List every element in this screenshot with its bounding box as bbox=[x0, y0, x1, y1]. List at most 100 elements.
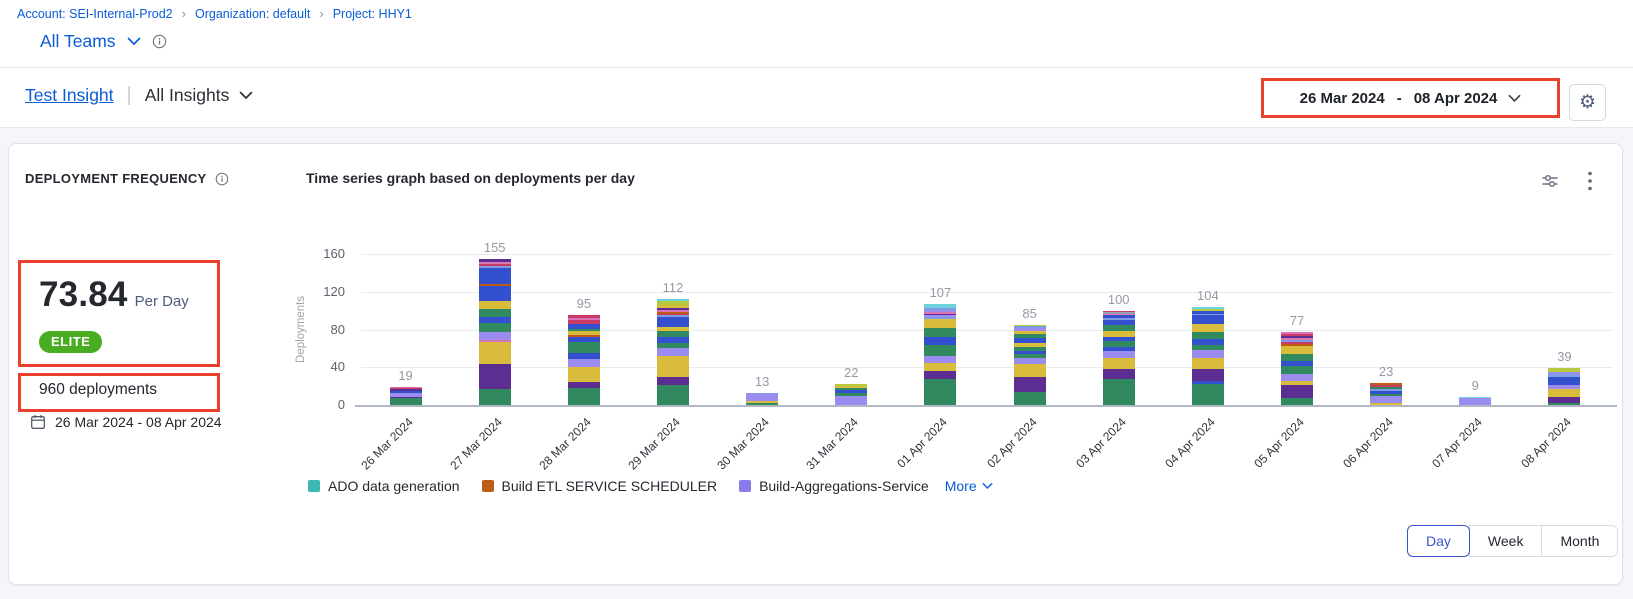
bar-segment[interactable] bbox=[1102, 369, 1135, 379]
bar-segment[interactable] bbox=[1102, 311, 1135, 314]
bar-segment[interactable] bbox=[924, 378, 957, 405]
bar-segment[interactable] bbox=[567, 367, 600, 383]
bar-segment[interactable] bbox=[567, 320, 600, 324]
bar-segment[interactable] bbox=[657, 313, 689, 316]
bar-segment[interactable] bbox=[1013, 363, 1046, 377]
bar-segment[interactable] bbox=[1281, 338, 1313, 340]
bar-segment[interactable] bbox=[657, 301, 689, 306]
bar-segment[interactable] bbox=[1102, 324, 1135, 331]
bar-segment[interactable] bbox=[657, 299, 689, 302]
bar-segment[interactable] bbox=[1548, 388, 1581, 397]
chevron-down-icon[interactable] bbox=[127, 37, 141, 46]
bar-segment[interactable] bbox=[924, 363, 957, 372]
bar-segment[interactable] bbox=[657, 307, 689, 310]
bar-segment[interactable] bbox=[1281, 336, 1313, 339]
bar-segment[interactable] bbox=[567, 382, 600, 389]
legend-more-link[interactable]: More bbox=[945, 478, 993, 494]
bar-segment[interactable] bbox=[1281, 398, 1313, 405]
bar-stack[interactable] bbox=[1548, 368, 1581, 405]
bar-segment[interactable] bbox=[478, 332, 511, 340]
bar-segment[interactable] bbox=[478, 308, 511, 318]
bar-segment[interactable] bbox=[924, 315, 957, 318]
bar-segment[interactable] bbox=[924, 309, 957, 312]
bar-segment[interactable] bbox=[1191, 313, 1224, 316]
bar-segment[interactable] bbox=[567, 328, 600, 332]
bar-segment[interactable] bbox=[657, 342, 689, 349]
bar-segment[interactable] bbox=[389, 389, 422, 391]
bar-segment[interactable] bbox=[1013, 342, 1046, 348]
bar-segment[interactable] bbox=[1370, 389, 1403, 391]
bar-stack[interactable] bbox=[1281, 332, 1313, 405]
bar-segment[interactable] bbox=[389, 388, 422, 390]
bar-segment[interactable] bbox=[1191, 369, 1224, 382]
bar-segment[interactable] bbox=[567, 337, 600, 342]
bar-segment[interactable] bbox=[1370, 403, 1403, 405]
bar-segment[interactable] bbox=[657, 348, 689, 356]
bar-segment[interactable] bbox=[567, 358, 600, 368]
bar-segment[interactable] bbox=[657, 315, 689, 318]
info-icon[interactable] bbox=[152, 34, 167, 49]
bar-segment[interactable] bbox=[1102, 351, 1135, 358]
date-range-selector[interactable]: 26 Mar 2024 - 08 Apr 2024 bbox=[1261, 78, 1560, 118]
bar-stack[interactable] bbox=[746, 392, 779, 405]
bar-segment[interactable] bbox=[1548, 385, 1581, 389]
bar-segment[interactable] bbox=[924, 355, 957, 364]
breadcrumb-account-link[interactable]: Account: SEI-Internal-Prod2 bbox=[17, 7, 173, 21]
bar-segment[interactable] bbox=[1191, 332, 1224, 339]
bar-segment[interactable] bbox=[1013, 351, 1046, 355]
bar-segment[interactable] bbox=[1191, 350, 1224, 358]
bar-segment[interactable] bbox=[1281, 354, 1313, 361]
bar-segment[interactable] bbox=[1102, 337, 1135, 341]
bar-segment[interactable] bbox=[657, 309, 689, 312]
bar-segment[interactable] bbox=[478, 286, 511, 302]
bar-segment[interactable] bbox=[657, 305, 689, 308]
bar-segment[interactable] bbox=[1281, 366, 1313, 374]
bar-segment[interactable] bbox=[924, 311, 957, 314]
bar-segment[interactable] bbox=[567, 335, 600, 338]
bar-segment[interactable] bbox=[1191, 357, 1224, 370]
bar-segment[interactable] bbox=[1281, 373, 1313, 382]
bar-stack[interactable] bbox=[1191, 306, 1224, 405]
bar-segment[interactable] bbox=[1102, 346, 1135, 352]
toggle-day-button[interactable]: Day bbox=[1407, 525, 1470, 557]
bar-segment[interactable] bbox=[924, 337, 957, 345]
legend-item[interactable]: Build ETL SERVICE SCHEDULER bbox=[481, 478, 717, 494]
bar-segment[interactable] bbox=[657, 376, 689, 386]
bar-segment[interactable] bbox=[1191, 306, 1224, 309]
bar-segment[interactable] bbox=[1281, 334, 1313, 337]
bar-segment[interactable] bbox=[389, 398, 422, 405]
bar-segment[interactable] bbox=[924, 327, 957, 338]
bar-segment[interactable] bbox=[1191, 310, 1224, 314]
bar-segment[interactable] bbox=[657, 326, 689, 332]
bar-segment[interactable] bbox=[478, 284, 511, 287]
bar-segment[interactable] bbox=[1013, 324, 1046, 326]
bar-segment[interactable] bbox=[478, 364, 511, 389]
bar-segment[interactable] bbox=[1281, 360, 1313, 367]
bar-segment[interactable] bbox=[835, 389, 868, 393]
bar-segment[interactable] bbox=[924, 313, 957, 316]
bar-segment[interactable] bbox=[567, 323, 600, 329]
bar-stack[interactable] bbox=[1459, 396, 1492, 405]
bar-stack[interactable] bbox=[478, 258, 511, 405]
bar-segment[interactable] bbox=[1102, 340, 1135, 347]
bar-segment[interactable] bbox=[1013, 334, 1046, 339]
bar-segment[interactable] bbox=[567, 315, 600, 319]
bar-segment[interactable] bbox=[478, 339, 511, 342]
bar-segment[interactable] bbox=[1370, 393, 1403, 396]
bar-segment[interactable] bbox=[389, 392, 422, 397]
insight-name-link[interactable]: Test Insight bbox=[25, 85, 114, 105]
bar-segment[interactable] bbox=[1013, 327, 1046, 331]
bar-segment[interactable] bbox=[567, 318, 600, 321]
bar-segment[interactable] bbox=[1281, 381, 1313, 386]
bar-segment[interactable] bbox=[478, 261, 511, 264]
bar-stack[interactable] bbox=[389, 387, 422, 405]
bar-segment[interactable] bbox=[478, 301, 511, 309]
bar-segment[interactable] bbox=[1013, 347, 1046, 352]
bar-segment[interactable] bbox=[1102, 320, 1135, 325]
teams-selector[interactable]: All Teams bbox=[40, 31, 167, 52]
settings-gear-button[interactable]: ⚙ bbox=[1569, 84, 1606, 121]
breadcrumb-project-link[interactable]: Project: HHY1 bbox=[332, 7, 412, 21]
bar-segment[interactable] bbox=[1191, 338, 1224, 345]
bar-segment[interactable] bbox=[1548, 373, 1581, 377]
bar-segment[interactable] bbox=[924, 317, 957, 320]
